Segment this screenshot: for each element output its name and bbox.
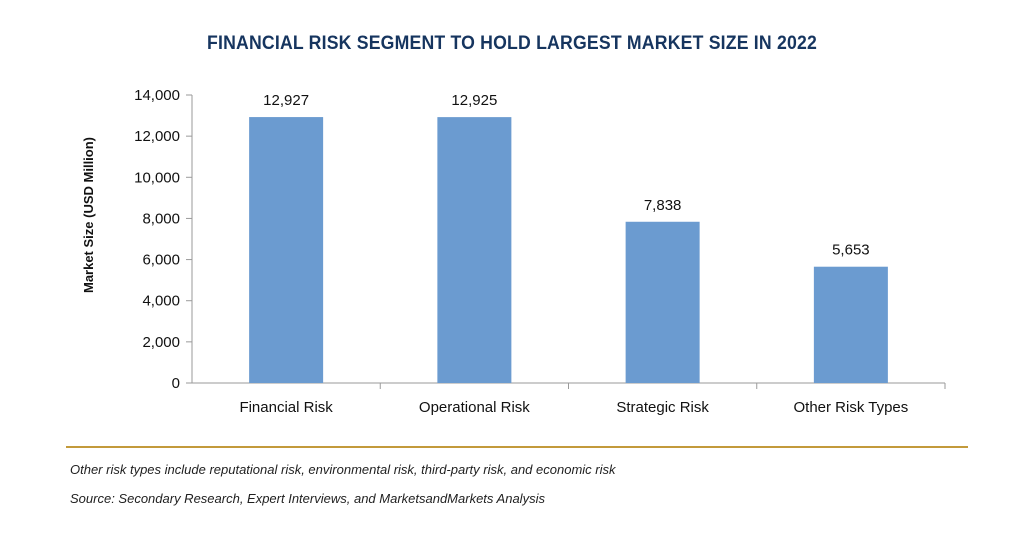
bar — [437, 117, 512, 383]
y-tick-label: 10,000 — [134, 169, 180, 186]
data-label: 12,925 — [451, 92, 497, 109]
y-tick-label: 2,000 — [142, 334, 180, 351]
y-tick-label: 0 — [172, 375, 180, 392]
divider-line — [66, 446, 968, 448]
bar — [625, 221, 700, 383]
y-tick-label: 14,000 — [134, 87, 180, 104]
category-label: Operational Risk — [419, 399, 530, 416]
data-label: 7,838 — [644, 197, 682, 214]
bar-chart: 02,0004,0006,0008,00010,00012,00014,000 … — [81, 87, 946, 416]
chart-title: FINANCIAL RISK SEGMENT TO HOLD LARGEST M… — [207, 33, 817, 54]
category-label: Strategic Risk — [616, 399, 709, 416]
footnote: Other risk types include reputational ri… — [70, 462, 616, 477]
source-note: Source: Secondary Research, Expert Inter… — [70, 491, 545, 506]
bars — [249, 117, 888, 383]
bar — [813, 266, 888, 383]
y-tick-label: 8,000 — [142, 210, 180, 227]
bar — [249, 117, 324, 383]
data-labels: 12,927 12,925 7,838 5,653 — [263, 92, 869, 259]
data-label: 5,653 — [832, 242, 870, 259]
data-label: 12,927 — [263, 92, 309, 109]
category-label: Other Risk Types — [793, 399, 908, 416]
y-tick-label: 12,000 — [134, 128, 180, 145]
x-axis: Financial Risk Operational Risk Strategic … — [192, 382, 946, 416]
y-axis: 0 2,000 4,000 6,000 8,000 10,000 12,000 14,000 — [134, 87, 193, 392]
category-label: Financial Risk — [239, 399, 333, 416]
y-tick-label: 6,000 — [142, 252, 180, 269]
y-axis-label: Market Size (USD Million) — [81, 137, 96, 293]
y-tick-label: 4,000 — [142, 293, 180, 310]
